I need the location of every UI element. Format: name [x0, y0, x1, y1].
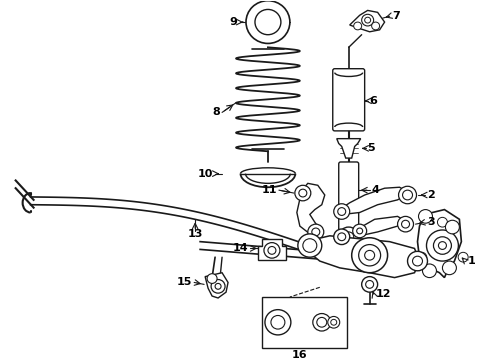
Text: 15: 15	[177, 278, 192, 287]
Circle shape	[207, 274, 217, 283]
Circle shape	[308, 224, 324, 240]
Text: 1: 1	[467, 256, 475, 266]
Circle shape	[312, 228, 320, 236]
Circle shape	[334, 229, 350, 244]
Polygon shape	[305, 236, 419, 278]
Circle shape	[366, 280, 374, 288]
Text: 8: 8	[212, 107, 220, 117]
Circle shape	[408, 251, 427, 271]
Circle shape	[416, 252, 427, 262]
Circle shape	[357, 228, 363, 234]
Circle shape	[352, 238, 388, 273]
Text: 6: 6	[369, 96, 377, 106]
Circle shape	[331, 319, 337, 325]
Circle shape	[246, 1, 290, 44]
Circle shape	[334, 204, 350, 219]
Polygon shape	[337, 139, 361, 158]
Circle shape	[313, 314, 331, 331]
Text: 9: 9	[229, 17, 237, 27]
Circle shape	[339, 227, 359, 247]
FancyBboxPatch shape	[333, 69, 365, 131]
Text: 2: 2	[427, 190, 435, 200]
Circle shape	[317, 318, 327, 327]
Circle shape	[365, 17, 370, 23]
Circle shape	[265, 310, 291, 335]
Circle shape	[298, 234, 322, 257]
Circle shape	[398, 186, 416, 204]
Circle shape	[215, 283, 221, 289]
Circle shape	[426, 230, 458, 261]
Circle shape	[359, 244, 381, 266]
Circle shape	[371, 22, 380, 30]
Text: 10: 10	[198, 168, 213, 179]
Text: 11: 11	[261, 185, 277, 195]
Circle shape	[438, 217, 447, 227]
Circle shape	[362, 14, 374, 26]
Circle shape	[338, 233, 346, 241]
Circle shape	[458, 252, 468, 262]
Text: 4: 4	[371, 185, 380, 195]
Circle shape	[299, 189, 307, 197]
Circle shape	[353, 224, 367, 238]
Circle shape	[445, 220, 460, 234]
Polygon shape	[358, 216, 408, 236]
Circle shape	[439, 242, 446, 249]
Circle shape	[362, 276, 378, 292]
Circle shape	[365, 251, 375, 260]
Polygon shape	[417, 210, 462, 278]
Circle shape	[401, 220, 410, 228]
Circle shape	[271, 315, 285, 329]
Text: 5: 5	[368, 143, 375, 153]
Circle shape	[413, 256, 422, 266]
Circle shape	[295, 185, 311, 201]
Circle shape	[422, 264, 437, 278]
Circle shape	[442, 261, 456, 275]
Text: 12: 12	[376, 289, 391, 299]
Text: 16: 16	[292, 350, 308, 360]
Circle shape	[354, 22, 362, 30]
Circle shape	[211, 279, 225, 293]
Circle shape	[418, 210, 433, 223]
Text: 7: 7	[392, 11, 400, 21]
Circle shape	[397, 216, 414, 232]
Circle shape	[338, 208, 346, 215]
Circle shape	[264, 243, 280, 258]
FancyBboxPatch shape	[339, 162, 359, 231]
Circle shape	[343, 232, 354, 242]
Text: 14: 14	[232, 243, 248, 253]
Circle shape	[328, 316, 340, 328]
Circle shape	[434, 237, 451, 254]
Text: 3: 3	[427, 217, 435, 227]
Polygon shape	[297, 183, 325, 236]
Circle shape	[303, 239, 317, 252]
Circle shape	[403, 190, 413, 200]
Polygon shape	[350, 10, 385, 32]
Bar	[262, 297, 347, 347]
Circle shape	[268, 247, 276, 254]
Polygon shape	[340, 187, 410, 215]
Text: 13: 13	[188, 229, 203, 239]
Circle shape	[255, 9, 281, 35]
Polygon shape	[205, 273, 228, 298]
Polygon shape	[258, 239, 286, 260]
